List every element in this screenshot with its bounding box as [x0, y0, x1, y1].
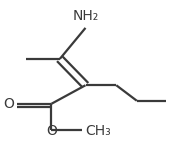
Text: O: O	[3, 97, 14, 111]
Text: O: O	[46, 124, 57, 138]
Text: CH₃: CH₃	[86, 124, 111, 138]
Text: NH₂: NH₂	[72, 9, 99, 23]
